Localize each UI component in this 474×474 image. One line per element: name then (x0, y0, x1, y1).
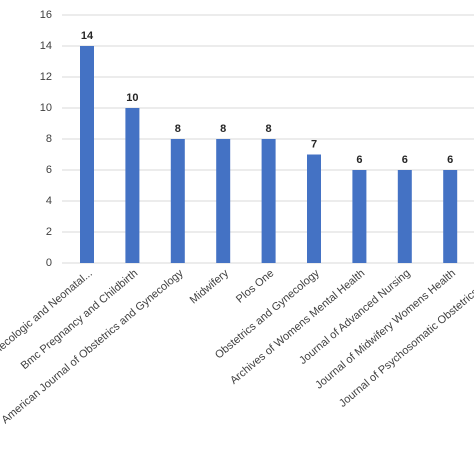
bar (443, 170, 458, 263)
bar (170, 139, 185, 263)
bar (352, 170, 367, 263)
value-label: 8 (220, 123, 226, 135)
y-tick-label: 0 (46, 257, 52, 269)
y-tick-label: 14 (40, 40, 52, 52)
y-tick-label: 10 (40, 102, 52, 114)
value-label: 10 (126, 92, 138, 104)
x-tick-label: Journal of Psychosomatic Obstetrics Gyne (337, 267, 474, 409)
y-tick-label: 12 (40, 71, 52, 83)
value-label: 8 (266, 123, 272, 135)
bar (397, 170, 412, 263)
bar (307, 154, 321, 263)
value-label: 6 (356, 154, 362, 166)
x-tick-label: Midwifery (188, 267, 232, 306)
value-label: 7 (311, 138, 317, 150)
value-label: 6 (402, 154, 408, 166)
y-tick-label: 8 (46, 133, 52, 145)
value-label: 6 (447, 154, 453, 166)
value-label: 14 (81, 30, 94, 42)
bar (261, 139, 276, 263)
bar (125, 108, 140, 263)
y-tick-label: 2 (46, 226, 52, 238)
y-tick-label: 4 (46, 195, 52, 207)
x-tick-label: American Journal of Obstetrics and Gynec… (0, 267, 186, 426)
x-tick-label: Plos One (234, 267, 276, 305)
bar (216, 139, 231, 263)
y-tick-label: 16 (40, 9, 52, 21)
y-tick-label: 6 (46, 164, 52, 176)
bar (80, 46, 94, 263)
value-label: 8 (175, 123, 181, 135)
